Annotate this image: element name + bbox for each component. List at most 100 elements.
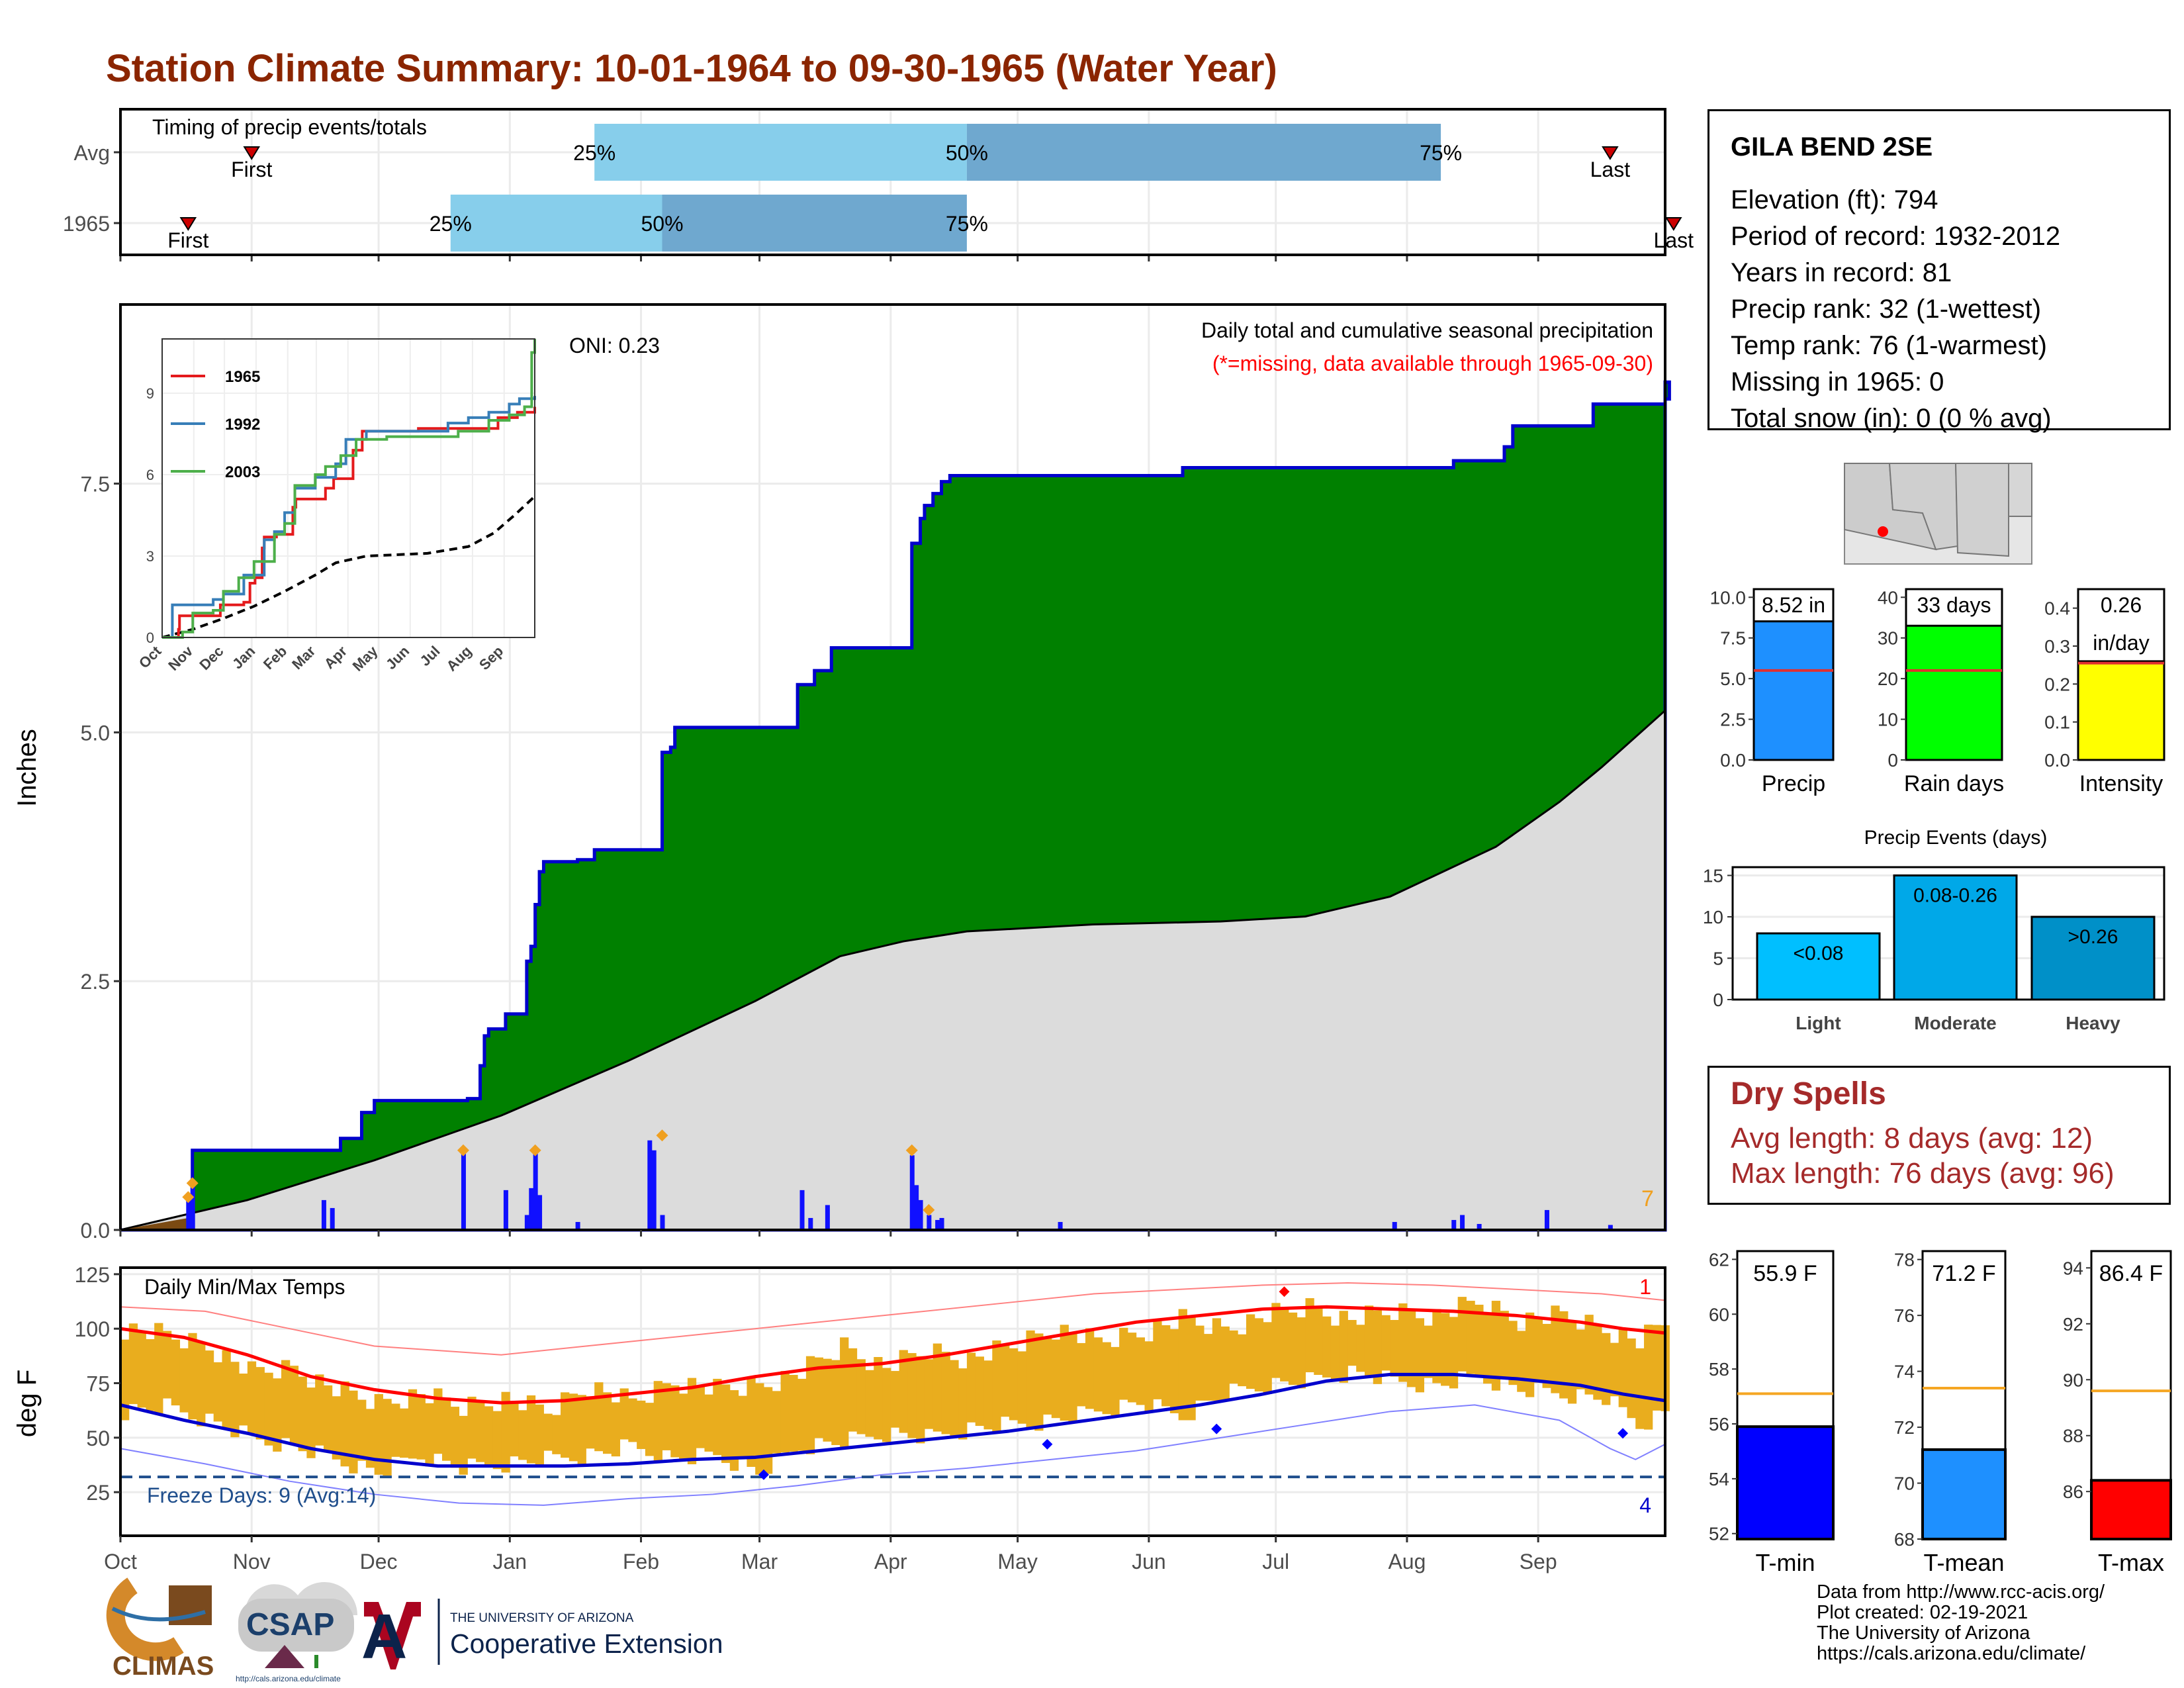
precip-summary-bars: 0.0 2.5 5.0 7.5 10.0 8.52 in Precip 0 10 20 30 40 33… [1710, 587, 2165, 796]
daily-temp-range-bar [814, 1357, 823, 1438]
daily-temp-range-bar [882, 1368, 891, 1442]
summary-value-unit: in/day [2093, 631, 2149, 655]
daily-temp-range-bar [205, 1350, 214, 1414]
daily-temp-range-bar [619, 1388, 629, 1440]
missing-marker [182, 1191, 195, 1203]
daily-temp-range-bar [467, 1396, 477, 1459]
daily-temp-range-bar [281, 1360, 291, 1438]
daily-temp-range-bar [713, 1378, 722, 1456]
logos: CLIMAS CSAP http://cals.arizona.edu/clim… [106, 1577, 723, 1683]
station-marker [1878, 526, 1888, 537]
temp-summary-y-tick-label: 52 [1709, 1524, 1729, 1544]
daily-temp-range-bar [501, 1391, 510, 1473]
daily-temp-range-bar [924, 1359, 934, 1429]
daily-temp-range-bar [179, 1348, 189, 1413]
temp-summary-y-tick-label: 78 [1894, 1250, 1915, 1270]
daily-temp-range-bar [958, 1368, 968, 1440]
events-border [1731, 866, 2165, 1001]
daily-temp-range-bar [476, 1401, 485, 1462]
daily-temp-range-bar [289, 1366, 299, 1444]
daily-temp-range-bar [1034, 1333, 1044, 1431]
summary-y-tick-label: 0 [1888, 750, 1898, 771]
temp-summary-y-tick-label: 74 [1894, 1362, 1915, 1382]
summary-value-label: 33 days [1917, 593, 1991, 617]
daily-precip-bar [503, 1190, 508, 1230]
daily-precip-bar [1460, 1215, 1465, 1230]
plot-border [119, 303, 1666, 1231]
daily-temp-range-bar [840, 1337, 849, 1449]
events-y-tick-label: 0 [1713, 990, 1723, 1010]
daily-temp-range-bar [1111, 1346, 1120, 1417]
daily-temp-range-bar [1347, 1320, 1357, 1366]
temp-y-tick-label: 75 [86, 1372, 110, 1396]
temp-y-tick-label: 25 [86, 1481, 110, 1505]
summary-axis-label: Intensity [2079, 771, 2163, 796]
station-info-line: Period of record: 1932-2012 [1731, 222, 2061, 251]
temp-summary-axis-label: T-min [1756, 1549, 1815, 1576]
daily-temp-range-bar [1567, 1320, 1577, 1404]
month-label: Nov [233, 1550, 271, 1573]
temp-summary-y-tick-label: 70 [1894, 1474, 1915, 1494]
daily-temp-range-bar [1153, 1321, 1162, 1399]
daily-temp-range-bar [966, 1352, 976, 1423]
daily-temp-range-bar [933, 1343, 942, 1432]
daily-temp-range-bar [662, 1383, 671, 1450]
summary-bar-2 [2077, 660, 2165, 761]
daily-temp-range-bar [213, 1362, 222, 1422]
daily-temp-range-bar [1635, 1348, 1645, 1429]
summary-y-tick-label: 10.0 [1710, 587, 1747, 608]
daily-temp-range-bar [1161, 1325, 1171, 1407]
month-label: Jan [492, 1550, 527, 1573]
daily-temp-range-bar [594, 1382, 604, 1452]
record-max-marker [1279, 1286, 1290, 1297]
first-label: First [167, 228, 208, 252]
daily-precip-bar [799, 1190, 805, 1230]
month-label: Feb [623, 1550, 659, 1573]
daily-temp-range-bar [197, 1341, 206, 1427]
temp-summary-axis-label: T-max [2098, 1549, 2164, 1576]
dry-spells-title: Dry Spells [1731, 1076, 1886, 1111]
oni-label: ONI: 0.23 [569, 334, 660, 357]
daily-precip-bar [537, 1195, 543, 1230]
daily-temp-range-bar [400, 1408, 409, 1458]
quartile-box-25-50 [594, 124, 967, 181]
summary-y-tick-label: 2.5 [1720, 710, 1746, 730]
daily-temp-range-bar [1517, 1331, 1526, 1392]
daily-temp-range-bar [1085, 1328, 1095, 1409]
temp-summary-y-tick-label: 92 [2063, 1314, 2083, 1335]
daily-temp-range-bar [230, 1362, 240, 1438]
daily-temp-range-bar [1602, 1333, 1611, 1405]
daily-temp-range-bar [306, 1387, 316, 1458]
timing-row-label: Avg [73, 141, 110, 165]
daily-temp-range-bar [738, 1395, 747, 1460]
summary-y-tick-label: 5.0 [1720, 669, 1746, 689]
temp-summary-value-label: 86.4 F [2099, 1261, 2163, 1286]
daily-precip-bar [1608, 1225, 1613, 1230]
temp-summary-bar-1 [1921, 1448, 2007, 1540]
daily-precip-bar [533, 1152, 538, 1230]
inset-average-line [161, 495, 536, 639]
daily-temp-range-bar [975, 1356, 984, 1427]
footer-line: Plot created: 02-19-2021 [1817, 1602, 2028, 1623]
missing-marker [186, 1177, 199, 1190]
daily-temp-range-bar [1610, 1342, 1619, 1397]
last-marker [1602, 146, 1619, 160]
daily-temp-range-bar [899, 1350, 908, 1433]
daily-temp-range-bar [1398, 1303, 1408, 1382]
record-min-line [120, 1404, 1666, 1506]
record-high-count: 1 [1639, 1275, 1651, 1299]
daily-temp-range-bar [823, 1358, 832, 1442]
daily-temp-range-bar [1373, 1310, 1383, 1384]
daily-temp-range-bar [154, 1323, 163, 1415]
daily-temp-range-bar [1305, 1298, 1314, 1373]
temp-y-tick-label: 50 [86, 1427, 110, 1450]
daily-temp-range-bar [1652, 1325, 1662, 1411]
daily-temp-range-bar [1356, 1325, 1365, 1372]
daily-precip-bar [918, 1199, 923, 1230]
missing-marker [923, 1203, 935, 1216]
csap-text: CSAP [246, 1607, 334, 1642]
daily-temp-range-bar [526, 1395, 536, 1464]
dry-spells-max: Max length: 76 days (avg: 96) [1731, 1157, 2115, 1190]
daily-temp-range-bar [264, 1372, 273, 1446]
daily-precip-bar [575, 1221, 580, 1230]
